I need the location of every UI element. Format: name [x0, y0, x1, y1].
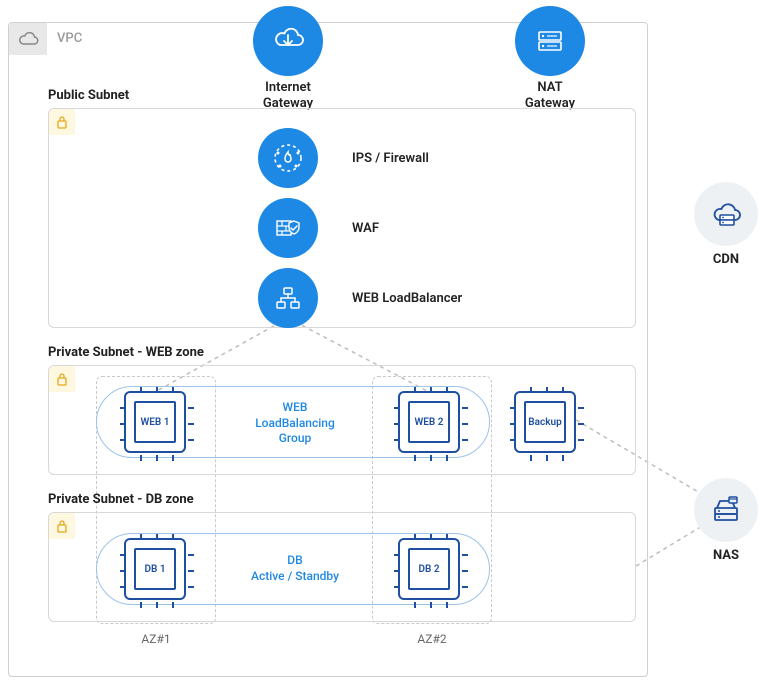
lock-icon	[49, 513, 75, 539]
web-lb-group-label: WEBLoadBalancingGroup	[230, 400, 360, 447]
web2-chip: WEB 2	[398, 391, 460, 453]
web-lb-label: WEB LoadBalancer	[352, 291, 462, 306]
private-db-label: Private Subnet - DB zone	[48, 492, 194, 507]
nat-gateway-icon	[515, 6, 585, 76]
firewall-label: IPS / Firewall	[352, 151, 429, 166]
az2-label: AZ#2	[402, 632, 462, 646]
web1-chip: WEB 1	[124, 391, 186, 453]
firewall-icon	[258, 128, 318, 188]
cdn-label: CDN	[694, 252, 758, 267]
db2-chip: DB 2	[398, 538, 460, 600]
vpc-label: VPC	[57, 31, 82, 46]
cdn-icon	[694, 182, 758, 246]
az1-label: AZ#1	[126, 632, 186, 646]
lock-icon	[49, 109, 75, 135]
internet-gateway-icon	[253, 6, 323, 76]
vpc-cloud-icon	[9, 23, 47, 55]
nas-label: NAS	[694, 548, 758, 563]
web-lb-icon	[258, 268, 318, 328]
db1-chip: DB 1	[124, 538, 186, 600]
nat-gateway-label: NATGateway	[500, 80, 600, 111]
public-subnet-box	[48, 108, 636, 328]
private-web-label: Private Subnet - WEB zone	[48, 345, 204, 360]
diagram-canvas: VPC InternetGateway NATGateway Public Su…	[0, 0, 778, 685]
waf-label: WAF	[352, 221, 379, 236]
waf-icon	[258, 198, 318, 258]
backup-chip: Backup	[514, 391, 576, 453]
nas-icon	[694, 478, 758, 542]
db-group-label: DBActive / Standby	[230, 553, 360, 584]
lock-icon	[49, 366, 75, 392]
internet-gateway-label: InternetGateway	[238, 80, 338, 111]
public-subnet-label: Public Subnet	[48, 88, 129, 103]
